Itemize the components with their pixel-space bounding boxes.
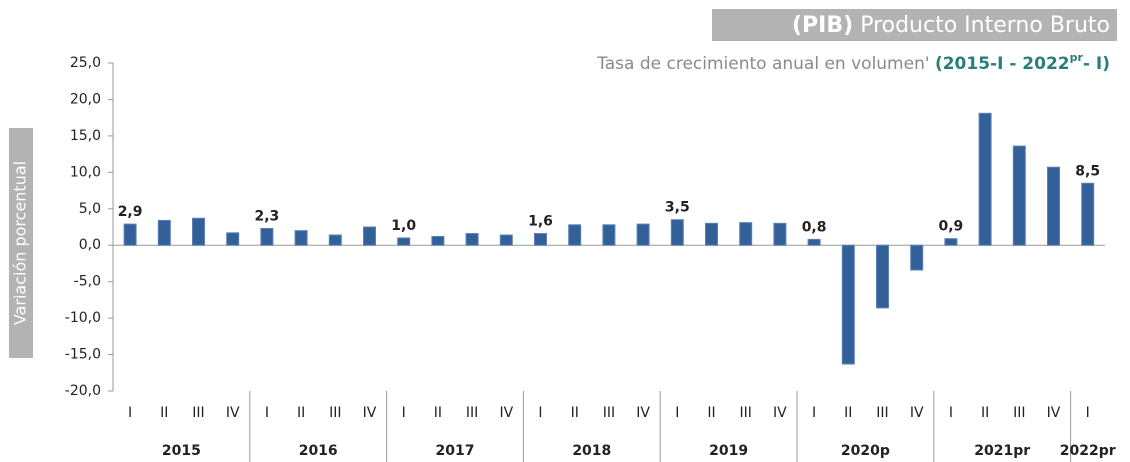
x-tick-label: I	[538, 405, 542, 421]
bar	[226, 232, 240, 246]
group-label: 2016	[299, 443, 338, 459]
bar	[294, 230, 308, 246]
x-tick-label: III	[740, 405, 752, 421]
bar	[260, 227, 274, 246]
y-tick-label: 5,0	[79, 201, 101, 217]
y-label-box	[9, 128, 33, 358]
x-tick-label: II	[707, 405, 715, 421]
x-tick-label: IV	[226, 405, 240, 421]
y-tick-label: 20,0	[70, 91, 101, 107]
x-tick-label: IV	[1047, 405, 1061, 421]
bar	[670, 219, 684, 246]
data-label: 2,9	[118, 204, 143, 220]
title-prefix: (PIB)	[792, 13, 853, 38]
group-label: 2021pr	[974, 443, 1030, 459]
bar	[705, 222, 718, 246]
bar	[978, 112, 992, 246]
bar	[876, 244, 889, 309]
title-box	[712, 9, 1117, 41]
data-label: 1,6	[528, 214, 553, 230]
x-tick-label: I	[1086, 405, 1090, 421]
x-tick-label: I	[949, 405, 953, 421]
x-tick-label: III	[329, 405, 341, 421]
bar	[192, 217, 205, 246]
group-label: 2017	[436, 443, 475, 459]
bar	[739, 222, 753, 246]
bar	[636, 223, 650, 246]
subtitle-period-end: - I)	[1083, 54, 1110, 74]
x-tick-label: II	[297, 405, 305, 421]
x-tick-label: II	[981, 405, 989, 421]
bar	[807, 238, 821, 246]
bar	[1012, 145, 1026, 246]
x-tick-label: IV	[773, 405, 787, 421]
x-tick-label: IV	[636, 405, 650, 421]
y-tick-label: 25,0	[70, 55, 101, 71]
x-tick-label: III	[192, 405, 204, 421]
data-label: 3,5	[665, 200, 690, 216]
bar	[1047, 166, 1060, 246]
y-tick-label: -15,0	[65, 347, 101, 363]
x-tick-label: II	[160, 405, 168, 421]
x-tick-label: I	[128, 405, 132, 421]
y-tick-label: -10,0	[65, 310, 101, 326]
bar	[602, 224, 616, 246]
group-label: 2020p	[841, 443, 890, 459]
x-tick-label: III	[603, 405, 615, 421]
group-label: 2019	[709, 443, 748, 459]
x-tick-label: II	[571, 405, 579, 421]
data-label: 0,9	[938, 219, 963, 235]
bar	[431, 235, 445, 246]
bar	[910, 244, 924, 271]
x-tick-label: II	[844, 405, 852, 421]
y-tick-label: 0,0	[79, 237, 101, 253]
bar	[534, 233, 547, 246]
x-tick-label: I	[265, 405, 269, 421]
chart-title: (PIB) Producto Interno Bruto	[792, 13, 1110, 38]
title-main: Producto Interno Bruto	[860, 13, 1110, 38]
x-tick-label: III	[466, 405, 478, 421]
x-tick-label: IV	[499, 405, 513, 421]
x-tick-label: I	[402, 405, 406, 421]
group-label: 2015	[162, 443, 201, 459]
group-label: 2022pr	[1060, 443, 1116, 459]
bar	[328, 234, 342, 246]
bar	[397, 237, 411, 246]
data-label: 0,8	[802, 219, 827, 235]
bar	[773, 222, 787, 246]
bar	[841, 244, 855, 365]
subtitle-sup: pr	[1070, 51, 1084, 64]
bar	[568, 224, 582, 246]
bar	[465, 233, 479, 246]
x-tick-label: III	[1013, 405, 1025, 421]
subtitle-period: (2015-I - 2022	[935, 54, 1070, 74]
bar	[363, 226, 376, 246]
x-tick-label: II	[434, 405, 442, 421]
x-tick-label: I	[675, 405, 679, 421]
y-tick-label: -5,0	[74, 274, 101, 290]
y-tick-label: -20,0	[65, 383, 101, 399]
x-tick-label: IV	[910, 405, 924, 421]
bar	[944, 238, 958, 246]
bar	[157, 219, 171, 246]
data-label: 1,0	[391, 218, 416, 234]
bar	[123, 223, 137, 246]
x-tick-label: IV	[363, 405, 377, 421]
bar	[1081, 182, 1095, 246]
data-label: 8,5	[1075, 163, 1100, 179]
subtitle: Tasa de crecimiento anual en volumen' (2…	[596, 51, 1110, 75]
group-label: 2018	[572, 443, 611, 459]
x-tick-label: I	[812, 405, 816, 421]
subtitle-text: Tasa de crecimiento anual en volumen'	[596, 54, 929, 74]
y-tick-label: 10,0	[70, 164, 101, 180]
data-label: 2,3	[254, 208, 279, 224]
y-axis-label: Variación porcentual	[11, 161, 30, 325]
y-tick-label: 15,0	[70, 128, 101, 144]
bar	[499, 234, 513, 246]
x-tick-label: III	[876, 405, 888, 421]
